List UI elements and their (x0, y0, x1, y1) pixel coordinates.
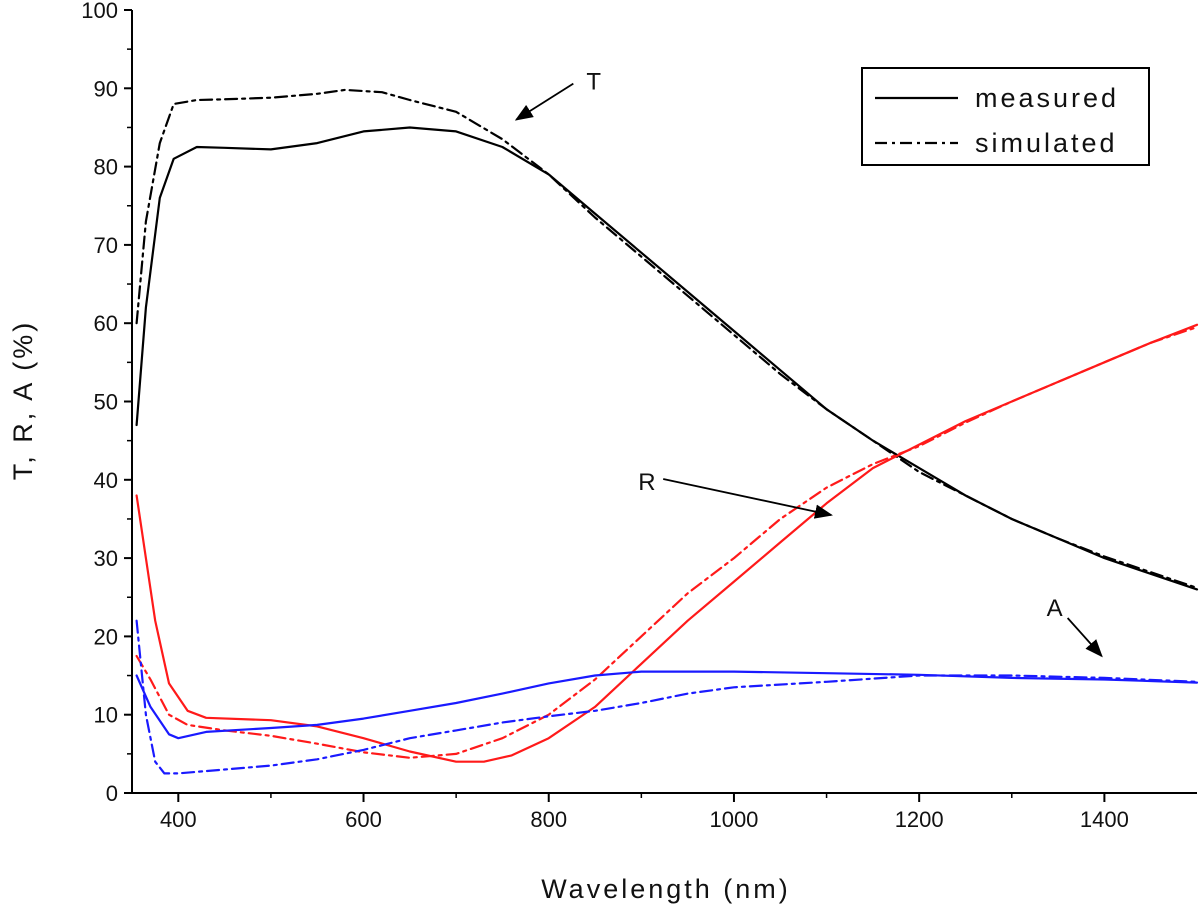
series-a-simulated (135, 619, 1199, 775)
y-tick-label: 40 (94, 468, 118, 493)
x-tick-label: 800 (530, 807, 567, 832)
axes-layer: 0 10 20 30 40 50 60 70 80 90 100 400 600 800 1000 1200 1… (81, 0, 1197, 832)
y-tick-label: 100 (81, 0, 118, 23)
y-tick-label: 0 (106, 781, 118, 806)
y-tick-label: 70 (94, 233, 118, 258)
x-tick-label: 400 (160, 807, 197, 832)
annotation-a: A (1047, 595, 1063, 622)
legend: measured simulated (861, 67, 1150, 166)
annotation-t: T (586, 69, 601, 96)
annotation-arrow-a (1066, 617, 1103, 658)
annotations-layer: T R A (514, 69, 1103, 658)
legend-label-simulated: simulated (975, 128, 1118, 158)
series-r-measured (135, 323, 1199, 763)
y-tick-label: 30 (94, 546, 118, 571)
series-t-measured (135, 126, 1199, 591)
y-tick-label: 50 (94, 390, 118, 415)
legend-label-measured: measured (975, 83, 1119, 113)
y-tick-label: 20 (94, 624, 118, 649)
legend-box (861, 67, 1150, 166)
annotation-arrow-t (514, 82, 574, 121)
series-t-simulated (135, 88, 1199, 589)
x-tick-label: 1400 (1080, 807, 1129, 832)
series-a-measured (135, 670, 1199, 740)
series-r-simulated (135, 326, 1199, 759)
x-tick-label: 1200 (895, 807, 944, 832)
x-tick-label: 1000 (709, 807, 758, 832)
series-layer (135, 88, 1199, 775)
x-tick-label: 600 (345, 807, 382, 832)
x-axis-title: Wavelength (nm) (541, 874, 791, 904)
annotation-arrow-r (663, 478, 833, 519)
y-tick-label: 10 (94, 703, 118, 728)
y-axis-title: T, R, A (%) (8, 320, 38, 481)
y-tick-label: 80 (94, 155, 118, 180)
annotation-r: R (638, 469, 655, 496)
y-tick-label: 60 (94, 311, 118, 336)
y-tick-label: 90 (94, 76, 118, 101)
